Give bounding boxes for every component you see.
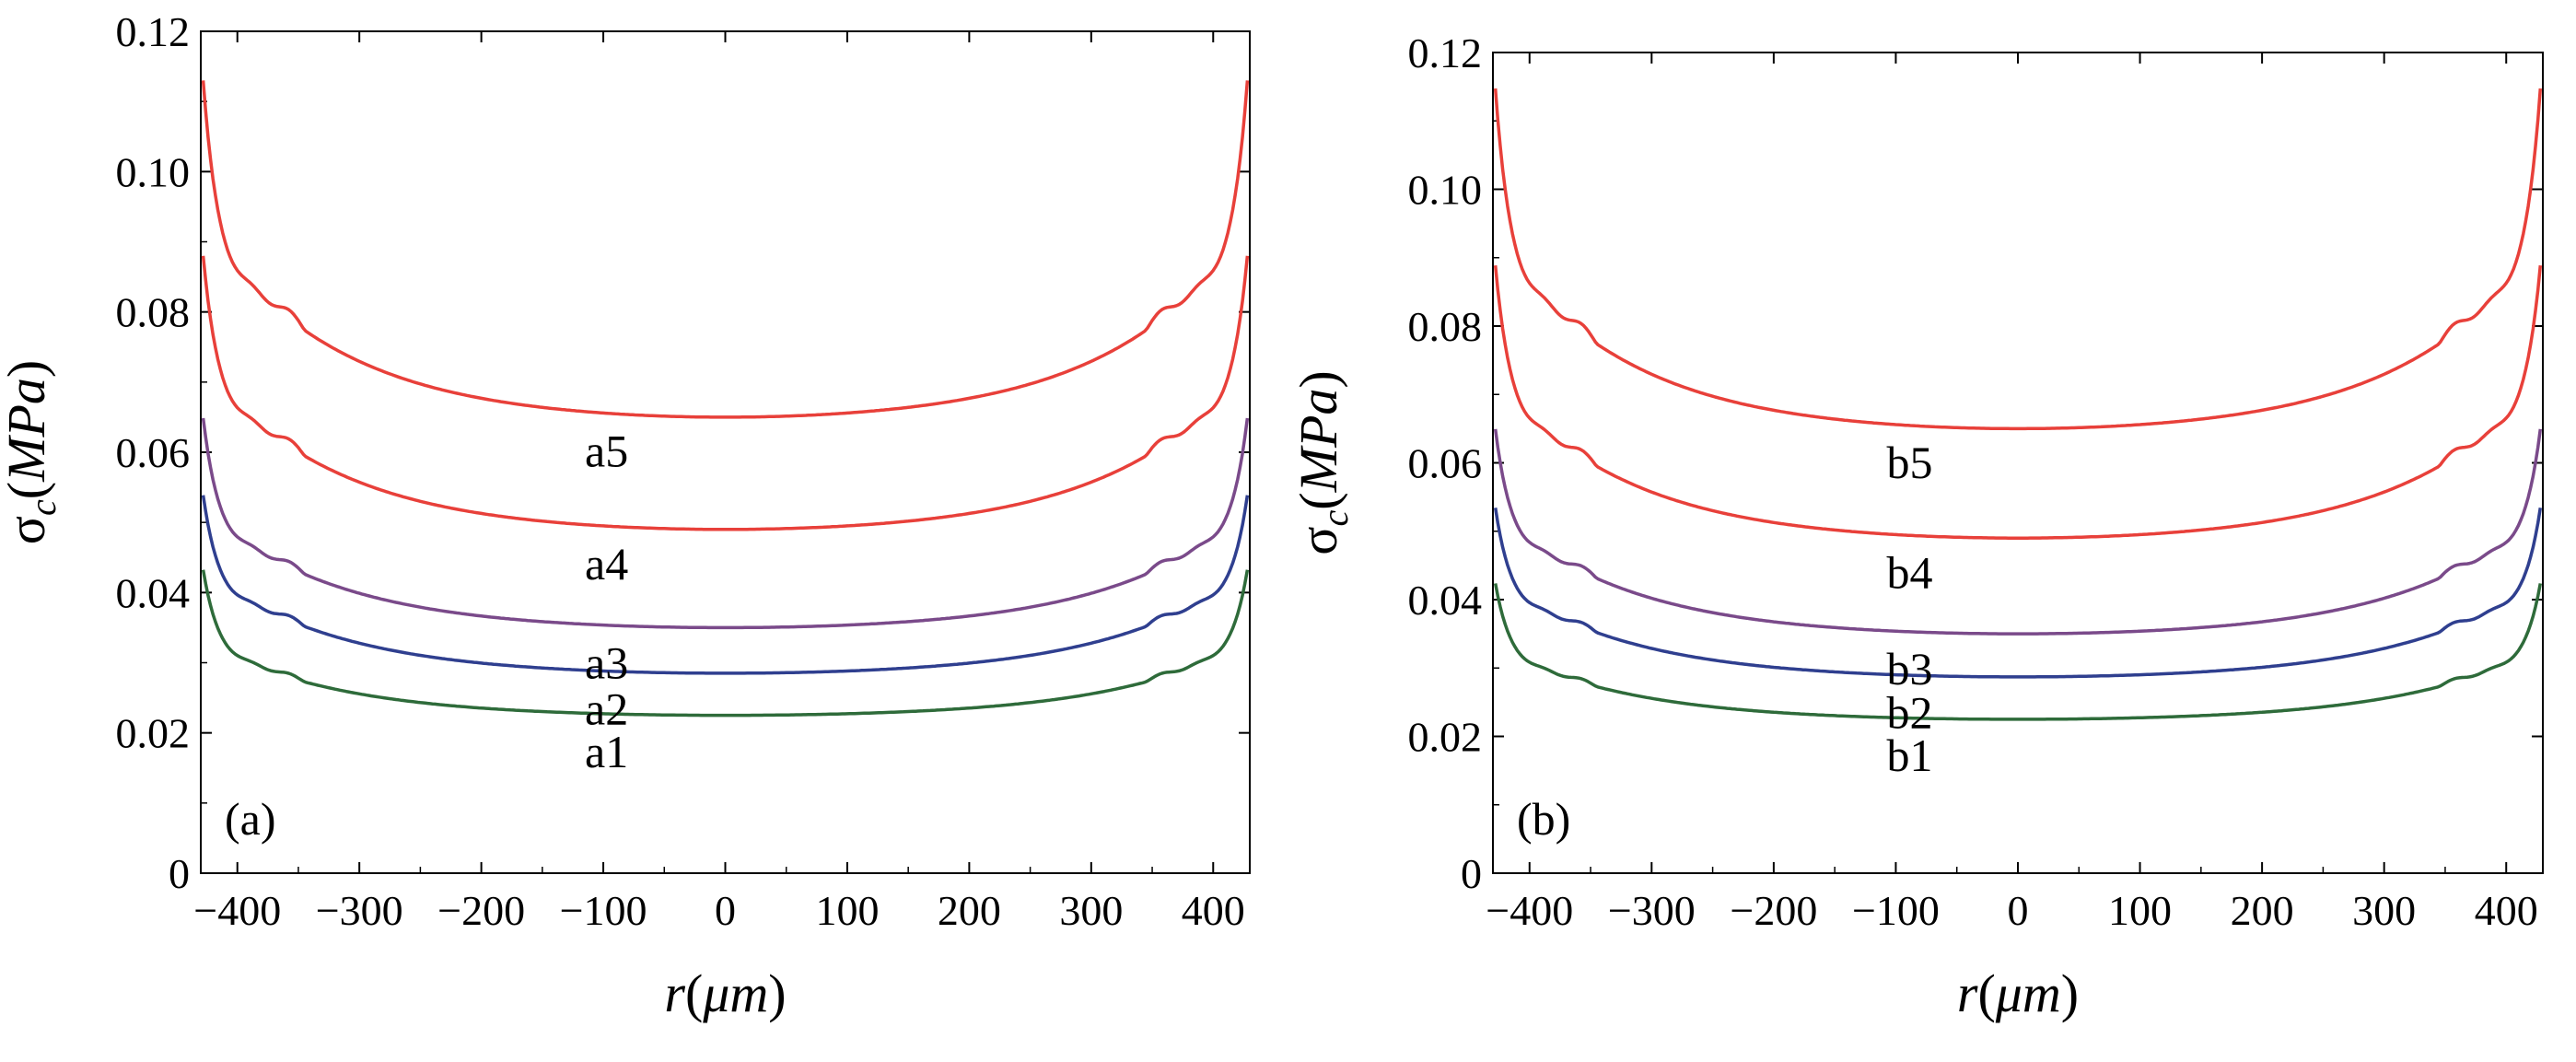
series-line-b4 xyxy=(1493,265,2543,540)
x-axis-title-unit: μm xyxy=(1995,963,2061,1023)
x-axis-title-unit: μm xyxy=(702,963,768,1023)
plot-frame-b xyxy=(1492,52,2544,874)
y-tick-label: 0 xyxy=(169,850,190,897)
y-axis-title-sub: c xyxy=(22,499,64,516)
series-line-b2 xyxy=(1493,508,2543,679)
y-tick-label: 0.10 xyxy=(1408,167,1483,214)
y-tick-label: 0.02 xyxy=(1408,714,1483,761)
panel-a: −400 −300 −200 −100 0 100 200 300 400 0 0.02 0.04 0.… xyxy=(0,8,1251,1023)
y-axis-title-a: σc(MPa) xyxy=(0,360,64,544)
x-tick-label: 0 xyxy=(715,887,736,934)
x-tick-label: 300 xyxy=(1059,887,1123,934)
x-tick-label: 400 xyxy=(2475,887,2538,934)
x-tick-label: 400 xyxy=(1182,887,1245,934)
curve-label-b3: b3 xyxy=(1886,643,1932,694)
series-line-a5 xyxy=(201,80,1250,419)
y-axis-title-close: ) xyxy=(0,360,56,378)
x-tick-label: −100 xyxy=(560,887,647,934)
x-axis-title-close: ) xyxy=(768,963,786,1023)
series-line-b5 xyxy=(1493,88,2543,431)
series-line-a2 xyxy=(201,495,1250,675)
panel-label-a: (a) xyxy=(225,793,276,845)
x-tick-label: 200 xyxy=(2231,887,2294,934)
plot-frame-a xyxy=(200,30,1251,874)
y-tick-label: 0.12 xyxy=(1408,29,1483,76)
y-tick-label: 0.04 xyxy=(1408,577,1483,624)
curve-label-b4: b4 xyxy=(1886,546,1932,598)
curve-label-b5: b5 xyxy=(1886,437,1932,488)
x-axis-title-var: r xyxy=(1957,963,1978,1023)
curve-label-a3: a3 xyxy=(585,637,628,689)
curve-label-b2: b2 xyxy=(1886,687,1932,739)
x-tick-label: 100 xyxy=(815,887,879,934)
y-tick-label: 0 xyxy=(1461,850,1482,897)
y-tick-label: 0.02 xyxy=(116,710,191,757)
x-tick-label: −100 xyxy=(1852,887,1940,934)
panel-label-b: (b) xyxy=(1517,793,1570,845)
y-axis-title-sym: σ xyxy=(0,516,56,544)
y-tick-label: 0.08 xyxy=(116,289,191,336)
y-axis-title-close: ) xyxy=(1288,370,1348,388)
y-axis-title-open: ( xyxy=(0,482,56,499)
x-tick-label: 100 xyxy=(2108,887,2172,934)
x-tick-label: 300 xyxy=(2352,887,2416,934)
y-tick-label: 0.06 xyxy=(1408,440,1483,487)
series-line-a3 xyxy=(201,417,1250,630)
x-axis-title-b: r(μm) xyxy=(1957,963,2079,1023)
x-axis-title-var: r xyxy=(664,963,685,1023)
y-tick-label: 0.10 xyxy=(116,148,191,195)
x-axis-title-open: ( xyxy=(1977,963,1995,1023)
x-tick-label: −400 xyxy=(1486,887,1573,934)
x-tick-label: −400 xyxy=(193,887,281,934)
series-line-b1 xyxy=(1493,583,2543,721)
curve-label-a2: a2 xyxy=(585,683,628,734)
x-tick-label: −300 xyxy=(1608,887,1696,934)
y-axis-title-sym: σ xyxy=(1288,526,1348,554)
y-tick-label: 0.12 xyxy=(116,8,191,55)
curve-label-a4: a4 xyxy=(585,538,628,589)
x-tick-label: 0 xyxy=(2008,887,2029,934)
x-tick-label: −300 xyxy=(316,887,403,934)
curve-label-a5: a5 xyxy=(585,425,628,476)
panel-b: −400 −300 −200 −100 0 100 200 300 400 0 0.02 0.04 0.… xyxy=(1288,29,2544,1023)
x-tick-label: −200 xyxy=(437,887,525,934)
y-axis-title-unit: MPa xyxy=(0,378,56,483)
series-line-b3 xyxy=(1493,428,2543,636)
y-axis-title-unit: MPa xyxy=(1288,389,1348,494)
y-tick-label: 0.06 xyxy=(116,429,191,476)
x-axis-title-a: r(μm) xyxy=(664,963,786,1023)
series-line-a4 xyxy=(201,255,1250,531)
x-tick-label: −200 xyxy=(1730,887,1817,934)
y-tick-label: 0.08 xyxy=(1408,303,1483,350)
series-line-a1 xyxy=(201,569,1250,718)
x-axis-title-open: ( xyxy=(685,963,703,1023)
x-tick-label: 200 xyxy=(938,887,1001,934)
curve-label-a1: a1 xyxy=(585,726,628,777)
curve-label-b1: b1 xyxy=(1886,729,1932,781)
x-axis-title-close: ) xyxy=(2061,963,2079,1023)
y-axis-title-b: σc(MPa) xyxy=(1288,370,1356,554)
y-axis-title-open: ( xyxy=(1288,492,1348,509)
y-tick-label: 0.04 xyxy=(116,569,191,616)
y-axis-title-sub: c xyxy=(1314,509,1356,526)
